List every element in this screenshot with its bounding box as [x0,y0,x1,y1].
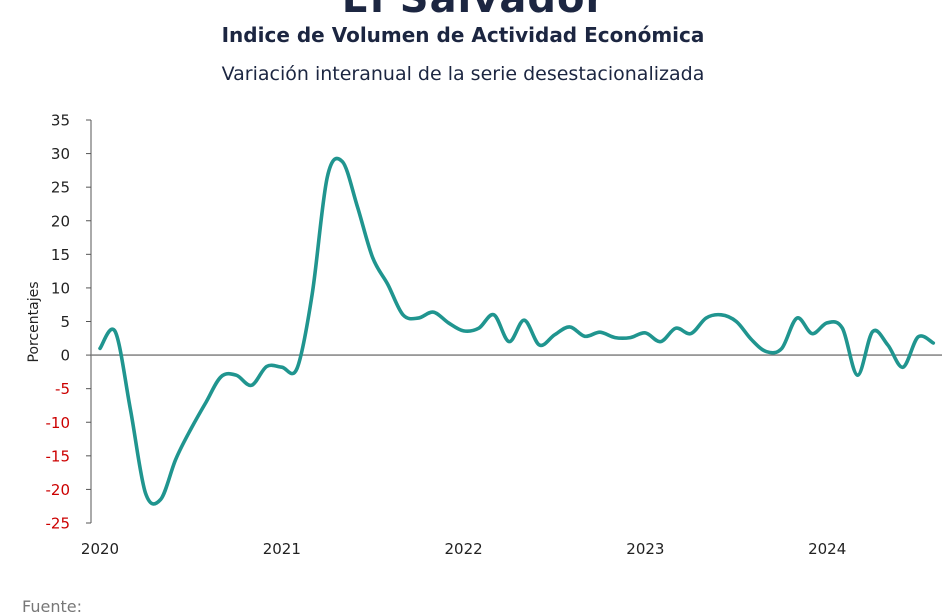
data-point [583,334,587,338]
y-tick-label: -10 [46,414,71,432]
y-tick-label: 15 [51,246,70,264]
data-point [280,365,284,369]
data-point [477,326,481,330]
data-point [416,316,420,320]
data-point [143,491,147,495]
y-tick-label: 20 [51,212,70,230]
y-tick-label: 10 [51,279,70,297]
y-tick-label: -5 [55,380,70,398]
data-point [310,293,314,297]
x-tick-label: 2023 [626,540,664,558]
data-point [431,310,435,314]
series-line [98,156,936,506]
data-point [795,316,799,320]
data-point [113,330,117,334]
y-tick-label: -20 [46,481,71,499]
data-point [340,160,344,164]
data-point [250,383,254,387]
source-label: Fuente: [22,597,82,616]
data-point [356,205,360,209]
data-point [840,326,844,330]
data-point [265,365,269,369]
data-point [553,333,557,337]
x-axis: 2020 2021 2022 2023 2024 [81,540,846,558]
data-point [643,331,647,335]
data-point [765,350,769,354]
data-point [492,313,496,317]
data-point [446,321,450,325]
y-tick-label: 25 [51,179,70,197]
data-point [128,407,132,411]
y-tick-label: -15 [46,447,71,465]
y-tick-label: 0 [60,347,70,365]
data-point [371,256,375,260]
data-point [689,332,693,336]
data-point [901,365,905,369]
y-axis-label: Porcentajes [26,281,42,362]
data-point [189,427,193,431]
data-point [204,400,208,404]
y-axis: 35 30 25 20 15 10 5 0 -5 -10 -15 -20 -25 [46,112,92,533]
y-tick-label: -25 [46,515,71,533]
data-point [825,321,829,325]
data-point [537,343,541,347]
y-tick-label: 5 [60,313,70,331]
series-group [98,156,936,506]
data-point [98,346,102,350]
data-point [916,335,920,339]
x-tick-label: 2022 [445,540,483,558]
data-point [628,336,632,340]
data-point [325,175,329,179]
data-point [734,320,738,324]
data-point [234,373,238,377]
data-point [674,326,678,330]
data-point [810,332,814,336]
x-tick-label: 2021 [263,540,301,558]
x-tick-label: 2024 [808,540,846,558]
data-point [871,330,875,334]
data-point [522,318,526,322]
data-point [613,336,617,340]
data-point [568,325,572,329]
data-point [174,457,178,461]
data-point [386,283,390,287]
data-point [159,498,163,502]
data-point [719,313,723,317]
y-tick-label: 30 [51,145,70,163]
data-point [219,375,223,379]
data-point [598,330,602,334]
y-tick-label: 35 [51,112,70,130]
country-title: El Salvador [0,0,948,22]
data-point [886,343,890,347]
data-point [856,373,860,377]
data-point [401,313,405,317]
data-point [295,367,299,371]
data-point [507,340,511,344]
data-point [750,338,754,342]
data-point [931,341,935,345]
chart-title: Indice de Volumen de Actividad Económica [221,23,705,47]
chart-subtitle: Variación interanual de la serie desesta… [221,63,705,85]
data-point [704,316,708,320]
data-point [659,340,663,344]
x-tick-label: 2020 [81,540,119,558]
data-point [780,346,784,350]
data-point [462,329,466,333]
